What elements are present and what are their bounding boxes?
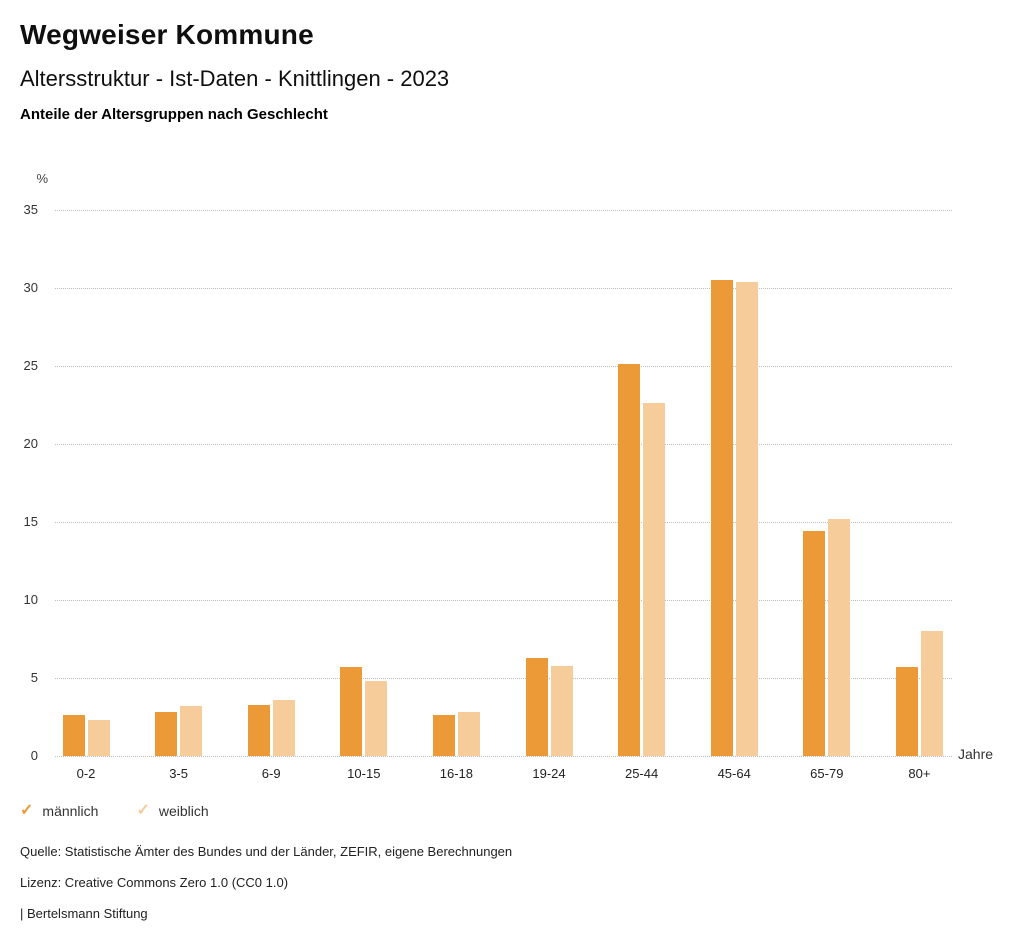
y-tick-label: 0: [30, 748, 38, 763]
bar-weiblich-16-18[interactable]: [457, 712, 480, 756]
y-axis-unit-label: %: [36, 171, 48, 186]
bar-weiblich-25-44[interactable]: [643, 403, 666, 756]
bar-männlich-25-44[interactable]: [618, 364, 641, 756]
source-text: Quelle: Statistische Ämter des Bundes un…: [20, 844, 513, 859]
y-tick-label: 5: [30, 670, 38, 685]
bar-männlich-45-64[interactable]: [710, 280, 733, 756]
x-tick-label: 0-2: [76, 766, 96, 781]
bar-weiblich-0-2[interactable]: [87, 720, 110, 756]
x-tick-label: 16-18: [439, 766, 474, 781]
bar-weiblich-45-64[interactable]: [735, 281, 758, 756]
gridline: [55, 756, 952, 757]
x-tick-label: 6-9: [261, 766, 281, 781]
y-tick-label: 20: [23, 436, 38, 451]
x-tick-label: 25-44: [624, 766, 659, 781]
bar-männlich-16-18[interactable]: [432, 715, 455, 756]
x-tick-label: 3-5: [169, 766, 188, 781]
page-title: Wegweiser Kommune: [20, 19, 314, 50]
chart-legend: ✓ männlich ✓ weiblich: [20, 802, 209, 820]
bar-männlich-80+[interactable]: [895, 667, 918, 756]
x-tick-label: 45-64: [717, 766, 751, 781]
bar-männlich-65-79[interactable]: [803, 531, 826, 756]
bar-weiblich-19-24[interactable]: [550, 665, 573, 756]
y-tick-label: 35: [23, 202, 38, 217]
bar-weiblich-80+[interactable]: [920, 631, 943, 756]
chart-description: Anteile der Altersgruppen nach Geschlech…: [20, 106, 328, 123]
legend-item-männlich[interactable]: ✓ männlich: [20, 802, 98, 820]
gridline: [55, 288, 952, 289]
gridline: [55, 678, 952, 679]
legend-label: männlich: [42, 803, 99, 819]
chart-subtitle: Altersstruktur - Ist-Daten - Knittlingen…: [20, 66, 450, 91]
x-tick-label: 65-79: [810, 766, 844, 781]
attribution-text: | Bertelsmann Stiftung: [20, 906, 148, 921]
gridline: [55, 444, 952, 445]
gridline: [55, 522, 952, 523]
gridline: [55, 600, 952, 601]
checkmark-icon: ✓: [136, 802, 150, 819]
bar-weiblich-3-5[interactable]: [180, 706, 203, 756]
legend-item-weiblich[interactable]: ✓ weiblich: [136, 802, 208, 820]
bar-männlich-10-15[interactable]: [340, 667, 363, 756]
x-tick-label: 80+: [908, 766, 931, 781]
license-text: Lizenz: Creative Commons Zero 1.0 (CC0 1…: [20, 875, 289, 890]
bar-männlich-19-24[interactable]: [525, 657, 548, 756]
x-axis-title: Jahre: [958, 746, 994, 762]
bar-weiblich-10-15[interactable]: [365, 681, 388, 756]
y-tick-label: 10: [23, 592, 38, 607]
y-tick-label: 25: [23, 358, 38, 373]
y-tick-label: 15: [23, 514, 38, 529]
checkmark-icon: ✓: [20, 802, 34, 819]
bar-männlich-3-5[interactable]: [155, 712, 178, 756]
gridline: [55, 210, 952, 211]
gridline: [55, 366, 952, 367]
legend-label: weiblich: [158, 803, 209, 819]
bar-weiblich-6-9[interactable]: [272, 699, 295, 756]
bar-weiblich-65-79[interactable]: [828, 518, 851, 756]
bar-männlich-6-9[interactable]: [247, 704, 270, 756]
bar-männlich-0-2[interactable]: [62, 715, 85, 756]
x-tick-label: 19-24: [532, 766, 566, 781]
y-tick-label: 30: [23, 280, 38, 295]
x-tick-label: 10-15: [347, 766, 381, 781]
